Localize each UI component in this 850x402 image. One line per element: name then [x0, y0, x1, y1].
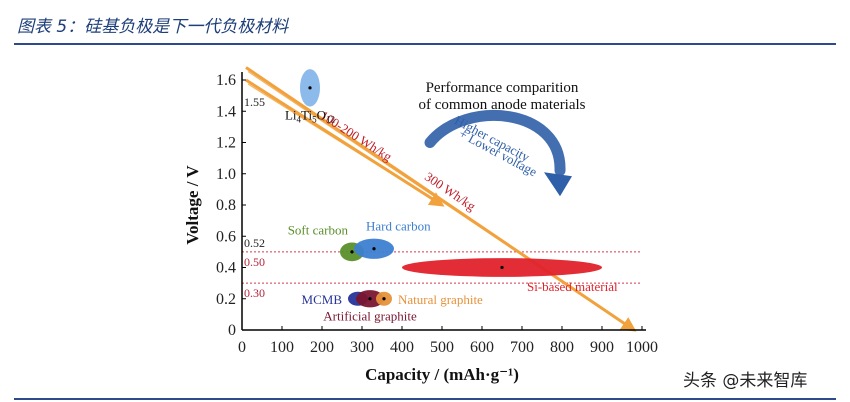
figure-caption: 图表 5：硅基负极是下一代负极材料: [17, 17, 289, 37]
y-tick-label: 0.4: [216, 260, 236, 277]
trend-arrow-head: [544, 172, 572, 197]
material-center-dot: [500, 265, 504, 270]
y-tick-label: 1.0: [216, 166, 236, 183]
x-tick-label: 800: [550, 339, 574, 356]
material-center-dot: [372, 247, 376, 251]
y-axis-label: Voltage / V: [183, 165, 202, 245]
material-label: Soft carbon: [288, 223, 349, 238]
material-label: Natural graphite: [398, 292, 483, 307]
watermark: 头条 @未来智库: [683, 371, 808, 391]
material-label: Artificial graphite: [323, 308, 417, 323]
y-tick-label: 1.6: [216, 72, 236, 89]
reference-line-label: 0.50: [244, 255, 265, 269]
material-label: MCMB: [302, 292, 343, 307]
y-tick-label: 0.8: [216, 197, 236, 214]
x-tick-label: 1000: [626, 339, 658, 356]
x-tick-label: 200: [310, 339, 334, 356]
energy-density-arrow-shadow: [247, 83, 441, 205]
energy-density-arrow: [245, 66, 637, 332]
material-center-dot: [350, 250, 354, 254]
material-center-dot: [382, 297, 386, 301]
material-label: Li4Ti5O12: [285, 108, 335, 125]
x-tick-label: 100: [270, 339, 294, 356]
y-tick-label: 0: [228, 322, 236, 339]
value-label: 0.52: [244, 236, 265, 250]
y-tick-label: 0.6: [216, 228, 236, 245]
material-center-dot: [368, 297, 372, 301]
x-tick-label: 900: [590, 339, 614, 356]
x-tick-label: 700: [510, 339, 534, 356]
x-tick-label: 500: [430, 339, 454, 356]
x-tick-label: 600: [470, 339, 494, 356]
chart-title: of common anode materials: [418, 97, 585, 113]
x-axis-label: Capacity / (mAh·g⁻¹): [365, 365, 519, 384]
material-center-dot: [308, 86, 312, 90]
reference-line-label: 0.30: [244, 286, 265, 300]
x-tick-label: 0: [238, 339, 246, 356]
top-divider: [14, 43, 836, 45]
trend-curved-arrow: [424, 110, 566, 177]
x-tick-label: 400: [390, 339, 414, 356]
energy-density-arrow-shadow: [247, 71, 633, 330]
material-label: Hard carbon: [366, 219, 431, 234]
chart-title: Performance comparition: [426, 80, 579, 96]
bottom-divider: [14, 398, 836, 400]
y-tick-label: 0.2: [216, 291, 236, 308]
x-tick-label: 300: [350, 339, 374, 356]
y-tick-label: 1.2: [216, 135, 236, 152]
value-label: 1.55: [244, 95, 265, 109]
y-tick-label: 1.4: [216, 103, 236, 120]
material-label: Si-based material: [527, 279, 618, 294]
